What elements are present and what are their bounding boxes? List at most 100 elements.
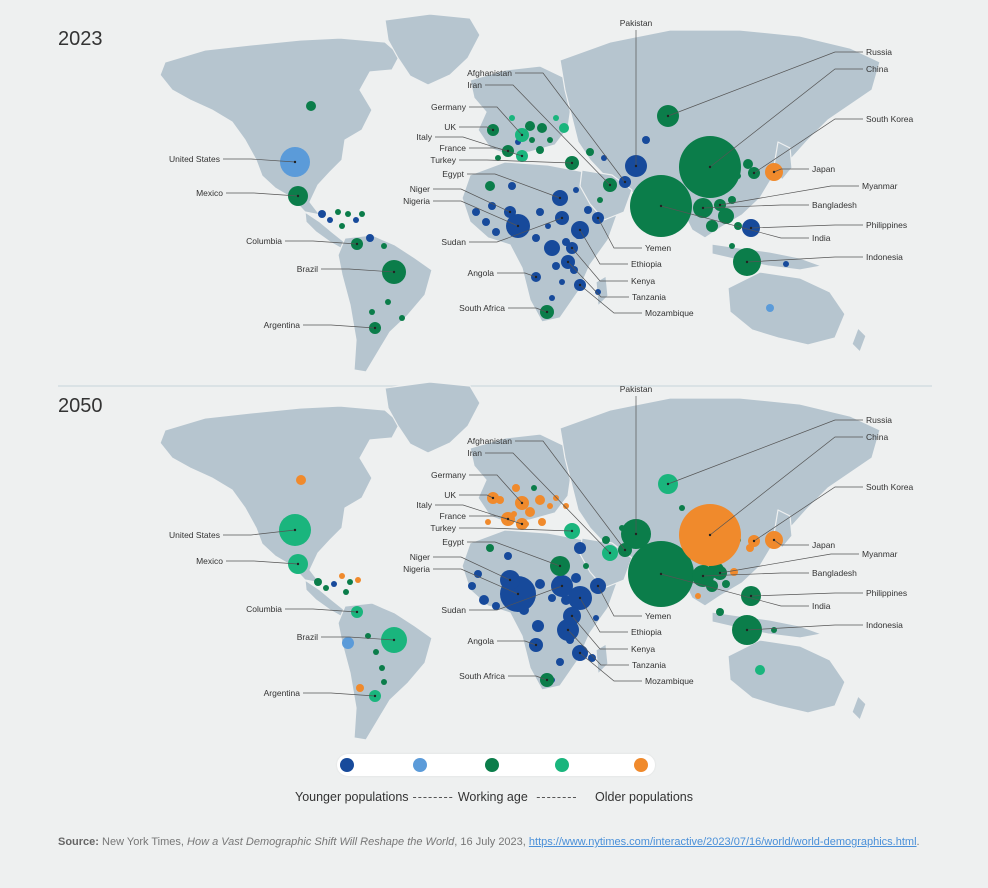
label-indonesia-2023: Indonesia [866, 252, 903, 262]
source-link[interactable]: https://www.nytimes.com/interactive/2023… [528, 836, 917, 848]
anchor-south-korea-2050 [752, 539, 756, 543]
leader-united-states-2050 [223, 529, 296, 536]
small-bubble-2023-40 [559, 279, 565, 285]
label-mozambique-2050: Mozambique [645, 676, 694, 686]
landmass-madagascar-2050 [595, 643, 609, 675]
small-bubble-2050-43 [588, 654, 596, 662]
small-bubble-2023-23 [485, 181, 495, 191]
label-south-africa-2023: South Africa [459, 303, 505, 313]
label-china-2050: China [866, 432, 888, 442]
legend-color-bar [337, 754, 655, 776]
anchor-italy-2050 [520, 522, 524, 526]
anchor-japan-2050 [772, 538, 776, 542]
small-bubble-2050-48 [679, 505, 685, 511]
label-niger-2023: Niger [410, 184, 430, 194]
anchor-myanmar-2023 [718, 203, 722, 207]
leader-china-2023 [709, 68, 863, 168]
label-tanzania-2023: Tanzania [632, 292, 666, 302]
small-bubble-2023-8 [366, 234, 374, 242]
label-japan-2023: Japan [812, 164, 835, 174]
leader-sudan-2050 [469, 585, 563, 611]
anchor-india-2050 [659, 572, 663, 576]
small-bubble-2050-46 [602, 536, 610, 544]
leader-ethiopia-2050 [579, 597, 628, 633]
leader-myanmar-2050 [719, 553, 859, 574]
small-bubble-2050-28 [468, 582, 476, 590]
anchor-russia-2050 [666, 482, 670, 486]
small-bubble-2023-50 [734, 222, 742, 230]
source-end: . [916, 836, 920, 848]
anchor-bangladesh-2050 [701, 574, 705, 578]
small-bubble-2050-52 [722, 580, 730, 588]
leader-egypt-2050 [467, 541, 561, 567]
small-bubble-2023-10 [399, 315, 405, 321]
leader-turkey-2050 [459, 527, 573, 532]
small-bubble-2050-11 [379, 665, 385, 671]
anchor-kenya-2023 [570, 246, 574, 250]
year-label-2050: 2050 [58, 395, 103, 417]
label-turkey-2023: Turkey [430, 155, 456, 165]
legend-older-label: Older populations [595, 790, 693, 804]
label-mozambique-2023: Mozambique [645, 308, 694, 318]
anchor-tanzania-2050 [566, 628, 570, 632]
leader-france-2023 [469, 147, 509, 152]
anchor-uk-2050 [491, 496, 495, 500]
small-bubble-2050-22 [563, 503, 569, 509]
leader-kenya-2050 [571, 615, 628, 650]
small-bubble-2050-29 [479, 595, 489, 605]
anchor-united-states-2050 [293, 528, 297, 532]
leader-south-korea-2050 [753, 486, 863, 542]
label-angola-2050: Angola [468, 636, 495, 646]
leader-brazil-2050 [321, 636, 395, 641]
small-bubble-2050-30 [492, 602, 500, 610]
small-bubble-2023-32 [544, 240, 560, 256]
anchor-afghanistan-2050 [623, 548, 627, 552]
label-russia-2050: Russia [866, 415, 892, 425]
leader-south-africa-2023 [508, 307, 548, 313]
labels-2050: Pakistan Russia China Afghanistan Iran German… [169, 384, 914, 698]
landmass-new-zealand-2023 [851, 327, 867, 353]
small-bubble-2023-48 [718, 208, 734, 224]
small-bubble-2050-9 [365, 633, 371, 639]
label-egypt-2023: Egypt [442, 169, 464, 179]
anchor-france-2050 [506, 517, 510, 521]
small-bubble-2050-2 [323, 585, 329, 591]
label-myanmar-2050: Myanmar [862, 549, 898, 559]
leader-uk-2050 [459, 494, 494, 499]
leader-germany-2023 [469, 106, 523, 136]
small-bubble-2050-45 [574, 542, 586, 554]
small-bubble-2023-37 [573, 187, 579, 193]
small-bubble-2050-12 [356, 684, 364, 692]
anchor-columbia-2023 [355, 242, 359, 246]
anchor-myanmar-2050 [718, 571, 722, 575]
leader-brazil-2023 [321, 268, 395, 273]
label-turkey-2050: Turkey [430, 523, 456, 533]
small-bubble-2050-57 [771, 627, 777, 633]
label-yemen-2050: Yemen [645, 611, 671, 621]
leader-kenya-2023 [571, 247, 628, 282]
small-bubble-2023-28 [488, 202, 496, 210]
small-bubble-2050-10 [373, 649, 379, 655]
leader-yemen-2050 [597, 585, 642, 617]
anchor-tanzania-2023 [566, 260, 570, 264]
anchor-ethiopia-2050 [578, 596, 582, 600]
small-bubble-2023-14 [509, 115, 515, 121]
label-sudan-2023: Sudan [441, 237, 466, 247]
small-bubble-2023-1 [318, 210, 326, 218]
leader-turkey-2023 [459, 159, 573, 164]
leader-mozambique-2050 [579, 652, 642, 682]
small-bubble-2023-20 [559, 123, 569, 133]
anchor-argentina-2023 [373, 326, 377, 330]
label-india-2023: India [812, 233, 831, 243]
small-bubble-2023-17 [547, 137, 553, 143]
source-text-after: , 16 July 2023, [454, 836, 529, 848]
leader-columbia-2023 [285, 240, 358, 245]
leader-tanzania-2050 [567, 629, 629, 666]
small-bubble-2023-9 [381, 243, 387, 249]
anchor-italy-2023 [520, 154, 524, 158]
small-bubble-2023-16 [537, 123, 547, 133]
leader-columbia-2050 [285, 608, 358, 613]
anchor-iran-2050 [608, 551, 612, 555]
label-uk-2050: UK [444, 490, 456, 500]
anchor-yemen-2050 [596, 584, 600, 588]
